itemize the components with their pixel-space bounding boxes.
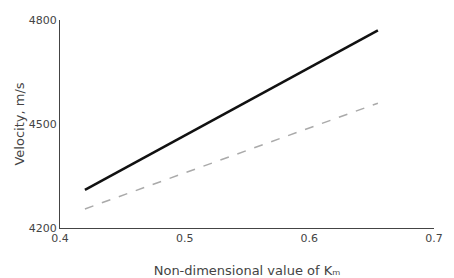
svg-text:4800: 4800	[29, 14, 57, 27]
svg-text:0.5: 0.5	[176, 232, 194, 245]
svg-text:0.7: 0.7	[425, 232, 443, 245]
svg-text:Velocity, m/s: Velocity, m/s	[12, 82, 27, 165]
svg-text:4500: 4500	[29, 118, 57, 131]
svg-text:Non-dimensional value of Kₘ: Non-dimensional value of Kₘ	[154, 263, 341, 278]
svg-text:0.4: 0.4	[51, 232, 69, 245]
svg-text:4200: 4200	[29, 222, 57, 235]
svg-text:0.6: 0.6	[301, 232, 319, 245]
